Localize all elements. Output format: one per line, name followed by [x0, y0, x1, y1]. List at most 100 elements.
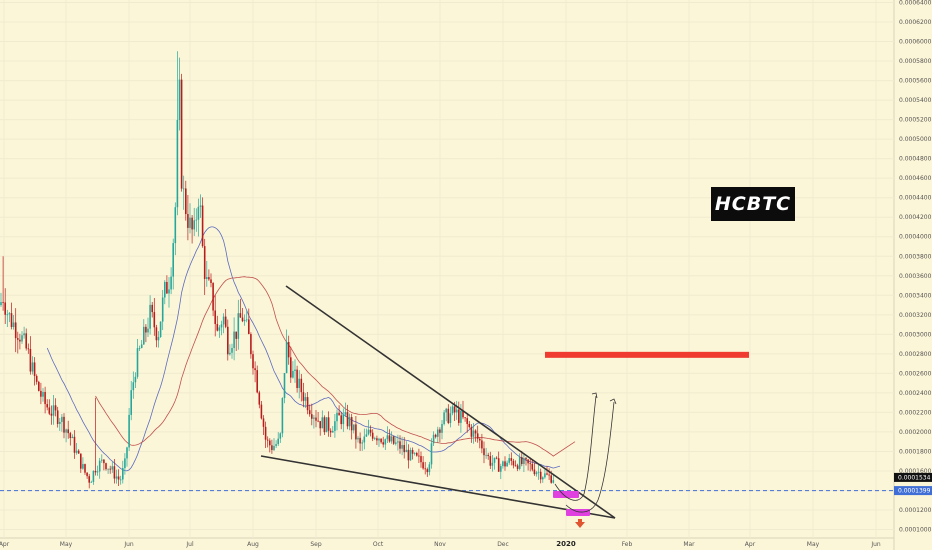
x-tick-label: Apr [745, 541, 756, 548]
arrow-down-icon [575, 519, 585, 528]
candle-body [521, 457, 523, 465]
candle-body [350, 417, 353, 431]
candle-body [82, 464, 84, 469]
candle-body [432, 434, 435, 444]
candle-body [103, 459, 105, 464]
candle-body [542, 477, 544, 480]
x-tick-label: Aug [247, 541, 259, 548]
grid [0, 0, 895, 550]
candle-body [54, 405, 57, 411]
candle-body [344, 412, 347, 415]
candle-body [216, 324, 219, 331]
candle-body [80, 453, 82, 469]
candle-body [101, 459, 103, 461]
candle-body [180, 79, 183, 189]
candle-body [374, 438, 376, 440]
candle-body [161, 297, 164, 322]
candle-body [451, 406, 454, 414]
candle-body [178, 79, 181, 121]
candle-body [237, 313, 240, 339]
candle-body [447, 408, 450, 423]
candle-body [157, 336, 160, 341]
candle-body [491, 462, 494, 466]
candle-body [332, 430, 334, 433]
candle-body [256, 370, 258, 393]
candle-body [248, 319, 250, 335]
x-tick-label: Oct [373, 541, 384, 548]
candle-body [403, 445, 405, 453]
candle-body [300, 378, 303, 393]
candle-body [439, 429, 441, 433]
candle-body [399, 441, 401, 449]
candle-body [31, 362, 34, 372]
candle-body [334, 421, 336, 431]
candle-body [376, 438, 378, 441]
candle-body [493, 457, 496, 463]
candle-body [229, 352, 231, 355]
candle-body [155, 327, 158, 341]
candle-body [4, 302, 6, 315]
candle-body [52, 405, 55, 416]
candle-body [77, 450, 80, 454]
candle-body [46, 404, 48, 408]
candle-body [224, 316, 227, 327]
candle-body [65, 429, 67, 433]
candle-body [363, 436, 366, 443]
x-axis: Apr May Jun Jul Aug Sep Oct Nov Dec 2020 Feb Mar Apr… [0, 540, 881, 548]
candle-body [35, 375, 38, 382]
candle-body [401, 445, 403, 449]
candles [0, 51, 555, 489]
candle-body [479, 438, 481, 441]
candle-body [75, 450, 78, 453]
candle-body [275, 444, 277, 446]
candle-body [50, 413, 53, 416]
candle-body [203, 246, 206, 279]
support-price-tag-bg [894, 486, 932, 496]
candle-body [159, 321, 162, 337]
candle-body [416, 452, 418, 456]
price-tags: 0.0001534 0.0001399 [894, 472, 932, 496]
y-tick-label: 0.0006200 [899, 19, 932, 26]
candle-body [544, 473, 546, 478]
candle-body [279, 433, 282, 439]
candle-body [340, 415, 342, 425]
candle-body [531, 463, 534, 470]
y-tick-label: 0.0001000 [899, 527, 932, 534]
candle-body [233, 331, 235, 349]
y-tick-label: 0.0003400 [899, 292, 932, 299]
candle-body [122, 468, 124, 480]
candle-body [27, 348, 30, 350]
candle-body [380, 438, 382, 443]
candle-body [420, 456, 422, 463]
candle-body [365, 434, 368, 437]
candle-body [29, 349, 32, 372]
candle-body [390, 436, 393, 442]
candle-body [287, 341, 290, 358]
candle-body [189, 217, 191, 228]
candle-body [235, 331, 237, 339]
candle-body [476, 433, 479, 439]
candle-body [113, 466, 116, 479]
candle-body [518, 457, 521, 469]
candle-body [290, 357, 292, 378]
candle-body [529, 463, 531, 465]
marker-box-lower [566, 509, 590, 516]
candle-body [294, 369, 296, 371]
candle-body [33, 362, 36, 376]
candle-body [243, 320, 246, 322]
candle-body [487, 454, 489, 457]
candle-body [63, 416, 65, 433]
candle-body [392, 436, 395, 444]
candle-body [405, 449, 408, 453]
candle-body [260, 404, 263, 419]
candle-body [84, 464, 86, 473]
candle-body [147, 328, 149, 333]
y-tick-label: 0.0005600 [899, 78, 932, 85]
candle-body [111, 466, 114, 470]
candle-body [132, 382, 135, 391]
candle-body [418, 455, 420, 457]
candle-body [17, 338, 19, 340]
candle-body [321, 417, 324, 429]
candle-body [533, 469, 536, 475]
candle-body [548, 474, 550, 476]
